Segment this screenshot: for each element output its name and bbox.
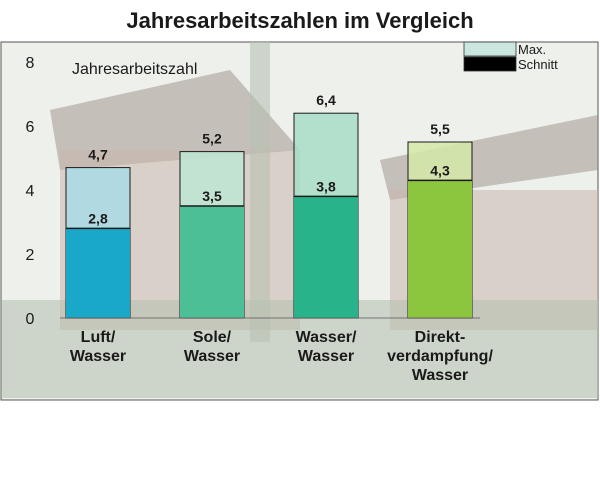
category-label: Wasser/Wasser [296,329,357,365]
legend-swatch-max [463,41,517,57]
y-tick-label: 8 [26,55,35,72]
y-tick-label: 2 [26,247,35,264]
data-label-max: 6,4 [316,92,336,108]
bar-avg [294,196,358,318]
legend-label-max: Max. [518,42,546,57]
y-axis-ticks: 0 2 4 6 8 [26,55,35,328]
legend: Max. Schnitt [463,41,558,72]
chart-title: Jahresarbeitszahlen im Vergleich [126,8,473,33]
category-label: Luft/Wasser [70,329,126,365]
category-label: Direkt-verdampfung/Wasser [387,329,493,384]
bar-avg [408,180,472,318]
data-label-max: 4,7 [88,147,108,163]
category-labels: Luft/Wasser Sole/Wasser Wasser/Wasser Direk… [70,329,494,384]
legend-swatch-avg [463,56,517,72]
y-tick-label: 6 [26,119,35,136]
y-axis-label: Jahresarbeitszahl [72,61,197,78]
data-label-max: 5,5 [430,121,450,137]
legend-label-avg: Schnitt [518,57,558,72]
bars: 4,7 2,8 5,2 3,5 6,4 3,8 5,5 4,3 [60,92,480,319]
category-label: Sole/Wasser [184,329,240,365]
data-label-avg: 4,3 [430,162,450,178]
data-label-avg: 2,8 [88,210,108,226]
data-label-max: 5,2 [202,131,222,147]
bar-avg [180,206,244,318]
y-tick-label: 0 [26,311,35,328]
y-tick-label: 4 [26,183,35,200]
data-label-avg: 3,8 [316,178,336,194]
data-label-avg: 3,5 [202,188,222,204]
bar-avg [66,228,130,318]
